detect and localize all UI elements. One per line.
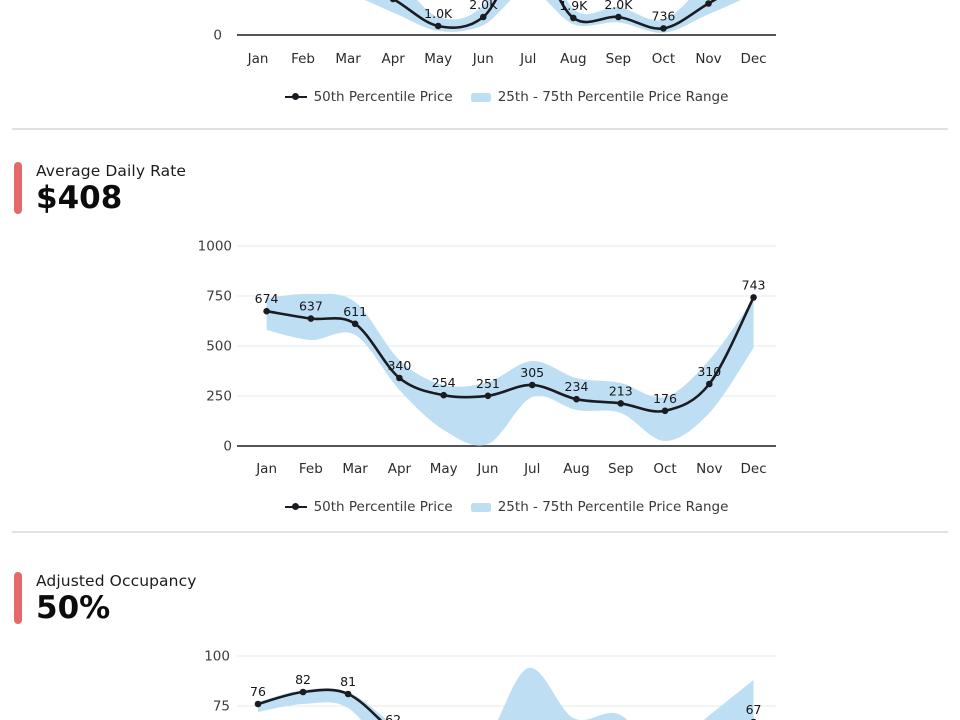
svg-text:Aug: Aug	[560, 51, 586, 67]
median-line-legend-icon	[284, 503, 307, 511]
svg-text:1000: 1000	[198, 239, 232, 255]
legend-label-range: 25th - 75th Percentile Price Range	[497, 89, 729, 105]
svg-text:Feb: Feb	[291, 51, 315, 67]
svg-text:Sep: Sep	[606, 51, 631, 67]
section-divider	[12, 531, 948, 533]
svg-text:305: 305	[520, 365, 544, 380]
kpi-label: Adjusted Occupancy	[36, 572, 197, 590]
svg-text:Jan: Jan	[255, 461, 277, 477]
svg-text:Apr: Apr	[388, 461, 412, 477]
percentile-band-legend-icon	[470, 92, 491, 102]
svg-text:611: 611	[343, 304, 367, 319]
legend-top-chart: 50th Percentile Price 25th - 75th Percen…	[237, 89, 776, 105]
svg-text:100: 100	[204, 649, 230, 665]
svg-text:637: 637	[299, 299, 323, 314]
svg-text:67: 67	[746, 702, 762, 717]
svg-text:234: 234	[565, 379, 589, 394]
svg-text:213: 213	[609, 383, 633, 398]
kpi-label: Average Daily Rate	[36, 162, 187, 180]
kpi-value: $408	[36, 180, 123, 216]
svg-text:Mar: Mar	[335, 51, 361, 67]
svg-text:750: 750	[206, 289, 232, 305]
svg-text:1.0K: 1.0K	[424, 6, 453, 21]
svg-text:Jul: Jul	[519, 51, 536, 67]
kpi-adjusted-occupancy: Adjusted Occupancy 50%	[14, 572, 196, 624]
legend-adr-chart: 50th Percentile Price 25th - 75th Percen…	[237, 499, 776, 515]
legend-item-range: 25th - 75th Percentile Price Range	[470, 499, 729, 515]
svg-text:Jun: Jun	[472, 51, 494, 67]
svg-text:82: 82	[295, 672, 311, 687]
svg-text:500: 500	[206, 339, 232, 355]
svg-text:May: May	[424, 51, 452, 67]
svg-text:75: 75	[213, 699, 230, 715]
kpi-average-daily-rate: Average Daily Rate $408	[14, 162, 186, 214]
svg-text:1.9K: 1.9K	[559, 0, 588, 13]
svg-text:Dec: Dec	[740, 51, 766, 67]
legend-label-median: 50th Percentile Price	[313, 89, 453, 105]
svg-text:Mar: Mar	[342, 461, 368, 477]
section-divider	[12, 128, 948, 130]
svg-text:340: 340	[387, 358, 411, 373]
svg-text:674: 674	[255, 291, 279, 306]
svg-text:736: 736	[652, 8, 676, 23]
svg-text:Aug: Aug	[563, 461, 589, 477]
legend-label-median: 50th Percentile Price	[313, 499, 453, 515]
svg-text:2.0K: 2.0K	[604, 0, 633, 12]
svg-text:Jul: Jul	[523, 461, 540, 477]
kpi-value: 50%	[36, 590, 111, 626]
svg-text:0: 0	[223, 439, 232, 455]
svg-text:May: May	[430, 461, 458, 477]
svg-text:Dec: Dec	[741, 461, 767, 477]
svg-text:Nov: Nov	[695, 51, 721, 67]
kpi-accent-bar	[14, 162, 22, 214]
svg-text:250: 250	[206, 389, 232, 405]
kpi-accent-bar	[14, 572, 22, 624]
legend-label-range: 25th - 75th Percentile Price Range	[497, 499, 729, 515]
svg-text:176: 176	[653, 391, 677, 406]
legend-item-median: 50th Percentile Price	[284, 89, 453, 105]
svg-text:Oct: Oct	[652, 51, 675, 67]
svg-text:251: 251	[476, 376, 500, 391]
svg-text:2.0K: 2.0K	[469, 0, 498, 12]
svg-text:310: 310	[697, 364, 721, 379]
svg-text:Nov: Nov	[696, 461, 722, 477]
median-line-legend-icon	[284, 93, 307, 101]
svg-text:Apr: Apr	[381, 51, 405, 67]
svg-text:254: 254	[432, 375, 456, 390]
svg-text:62: 62	[385, 712, 401, 720]
svg-text:Oct: Oct	[653, 461, 676, 477]
legend-item-median: 50th Percentile Price	[284, 499, 453, 515]
svg-text:743: 743	[742, 277, 766, 292]
svg-text:Jan: Jan	[247, 51, 269, 67]
svg-text:Feb: Feb	[299, 461, 323, 477]
svg-text:81: 81	[340, 674, 356, 689]
svg-text:0: 0	[213, 28, 222, 44]
svg-text:Sep: Sep	[608, 461, 633, 477]
legend-item-range: 25th - 75th Percentile Price Range	[470, 89, 729, 105]
percentile-band-legend-icon	[470, 502, 491, 512]
svg-text:76: 76	[250, 684, 266, 699]
svg-text:Jun: Jun	[476, 461, 498, 477]
